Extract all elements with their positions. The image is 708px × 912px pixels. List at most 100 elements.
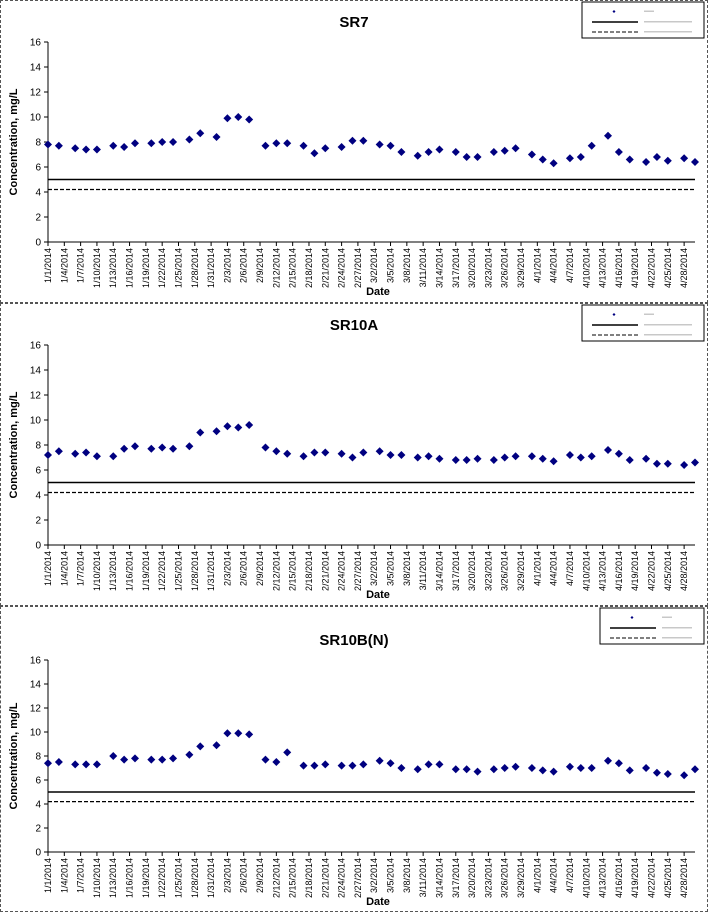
data-point	[549, 159, 558, 168]
data-point	[158, 138, 167, 146]
data-point	[223, 729, 232, 738]
data-point	[435, 145, 444, 154]
x-tick-label: 4/7/2014	[565, 551, 575, 586]
data-point	[185, 750, 194, 759]
x-tick-label: 3/8/2014	[402, 551, 412, 586]
x-tick-label: 3/23/2014	[483, 551, 493, 591]
x-tick-label: 3/8/2014	[402, 248, 412, 283]
data-point	[92, 760, 101, 769]
data-point	[245, 421, 254, 429]
data-point	[71, 144, 80, 153]
x-tick-label: 2/24/2014	[337, 551, 347, 591]
x-tick-label: 4/19/2014	[630, 248, 640, 288]
data-point	[691, 458, 699, 467]
data-point	[54, 447, 63, 456]
data-point	[397, 148, 406, 156]
x-tick-label: 3/5/2014	[386, 858, 396, 893]
x-tick-label: 2/24/2014	[337, 248, 347, 288]
x-tick-label: 1/22/2014	[157, 551, 167, 591]
legend-box	[581, 1, 705, 39]
x-tick-label: 2/9/2014	[255, 248, 265, 283]
chart-svg-sr10bn: SR10B(N) 0 2 4 6 8 10 12 14 16 Concentration, mg/L…	[8, 607, 705, 908]
x-tick-label: 4/22/2014	[647, 248, 657, 288]
data-point	[92, 145, 101, 154]
y-tick-label: 2	[35, 516, 41, 527]
data-point	[120, 755, 129, 764]
data-point	[359, 448, 368, 457]
data-point	[212, 741, 221, 750]
x-tick-label: 4/16/2014	[614, 858, 624, 898]
x-tick-label: 2/18/2014	[304, 248, 314, 288]
y-tick-label: 14	[30, 366, 42, 377]
data-point	[576, 453, 585, 462]
x-tick-label: 3/26/2014	[500, 248, 510, 288]
x-axis-title: Date	[366, 896, 390, 908]
data-point	[424, 452, 433, 461]
x-tick-label: 4/4/2014	[549, 858, 559, 893]
data-point	[652, 459, 661, 468]
x-tick-label: 4/10/2014	[581, 551, 591, 591]
x-tick-label: 1/1/2014	[43, 248, 53, 283]
data-point	[261, 443, 270, 452]
data-point	[435, 454, 444, 463]
x-tick-label: 1/19/2014	[141, 551, 151, 591]
x-tick-label: 1/16/2014	[125, 551, 135, 591]
data-point	[54, 141, 63, 150]
x-tick-label: 3/17/2014	[451, 248, 461, 288]
legend-box	[599, 607, 705, 645]
data-point	[120, 444, 129, 453]
x-tick-label: 4/13/2014	[598, 858, 608, 898]
x-tick-label: 4/1/2014	[532, 551, 542, 586]
data-point	[261, 755, 270, 764]
data-point	[92, 452, 101, 461]
data-point	[538, 766, 547, 775]
data-point	[272, 758, 281, 766]
data-point	[310, 149, 319, 158]
data-point	[549, 457, 558, 466]
x-tick-label: 4/22/2014	[647, 551, 657, 591]
chart-svg-sr7: SR7 0 2 4 6 8 10 12 14 16 Concentration, mg/L 1/1/2…	[8, 1, 705, 298]
x-tick-label: 4/4/2014	[549, 551, 559, 586]
data-point	[565, 154, 574, 163]
data-point	[130, 139, 139, 148]
data-point	[234, 729, 243, 738]
legend-text-placeholder	[644, 324, 692, 326]
x-tick-label: 1/13/2014	[108, 248, 118, 288]
data-point	[359, 760, 368, 769]
data-point	[185, 442, 194, 451]
x-tick-label: 3/29/2014	[516, 858, 526, 898]
x-tick-label: 4/10/2014	[581, 858, 591, 898]
x-tick-label: 2/15/2014	[288, 551, 298, 591]
chart-panel-sr10bn: SR10B(N) 0 2 4 6 8 10 12 14 16 Concentration, mg/L…	[0, 606, 708, 912]
y-tick-label: 0	[35, 238, 41, 249]
data-point	[451, 148, 460, 156]
y-tick-label: 0	[35, 848, 41, 859]
x-tick-label: 1/13/2014	[108, 551, 118, 591]
x-tick-label: 3/26/2014	[500, 858, 510, 898]
data-point	[500, 764, 509, 772]
data-point	[663, 770, 672, 778]
data-point	[473, 767, 482, 776]
legend-marker	[630, 616, 634, 619]
data-point	[212, 427, 221, 436]
x-tick-label: 3/14/2014	[434, 858, 444, 898]
data-point	[565, 451, 574, 459]
data-point	[642, 764, 651, 772]
data-point	[614, 759, 623, 768]
x-tick-label: 2/21/2014	[320, 248, 330, 288]
y-tick-label: 4	[35, 491, 41, 502]
y-tick-label: 8	[35, 752, 41, 763]
y-tick-label: 16	[30, 341, 42, 352]
x-tick-label: 2/12/2014	[271, 551, 281, 591]
legend-text-placeholder	[662, 627, 692, 629]
x-tick-label: 3/11/2014	[418, 248, 428, 287]
x-tick-label: 1/4/2014	[59, 858, 69, 893]
data-point	[245, 115, 254, 124]
data-point	[120, 143, 129, 151]
x-tick-label: 3/17/2014	[451, 551, 461, 591]
data-point	[489, 456, 498, 464]
y-tick-label: 14	[30, 680, 42, 691]
data-point	[386, 759, 395, 768]
data-point	[130, 754, 139, 763]
x-tick-label: 1/28/2014	[190, 858, 200, 898]
